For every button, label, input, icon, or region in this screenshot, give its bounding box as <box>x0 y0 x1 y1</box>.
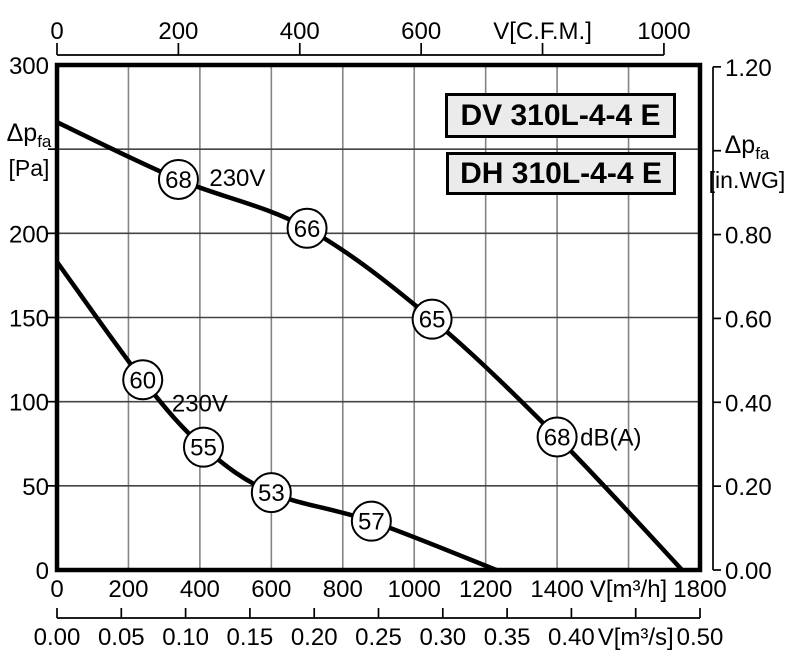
pa-tick-label: 200 <box>9 221 49 248</box>
m3s-tick-label: 0.40 <box>548 624 595 651</box>
model-label-dh: DH 310L-4-4 E <box>446 152 676 195</box>
noise-level-value: 53 <box>258 480 285 507</box>
inwg-tick-label: 0.00 <box>725 558 772 585</box>
noise-marker-circle <box>182 426 224 468</box>
m3h-tick-label: 1800 <box>673 576 726 603</box>
noise-level-value: 66 <box>294 216 321 243</box>
m3h-tick-label: 1200 <box>459 576 512 603</box>
noise-marker-circle <box>536 416 578 458</box>
inwg-tick-label: 0.60 <box>725 306 772 333</box>
noise-marker-circle <box>122 359 164 401</box>
m3s-tick-label: 0.05 <box>98 624 145 651</box>
pa-tick-label: 300 <box>9 53 49 80</box>
pa-tick-label: 150 <box>9 306 49 333</box>
m3h-tick-label: 0 <box>50 576 63 603</box>
right-inwg-axis: 1.20 0.80 0.60 0.40 0.20 0.00 <box>712 55 772 585</box>
m3h-tick-label: 800 <box>323 576 363 603</box>
noise-marker-circle <box>250 472 292 514</box>
top-axis-tick-label: 0 <box>50 18 63 45</box>
inwg-tick-label: 0.80 <box>725 223 772 250</box>
m3s-tick-label: 0.15 <box>227 624 274 651</box>
m3s-tick-label: V[m³/s] <box>598 624 674 651</box>
fan-curve <box>55 260 498 573</box>
left-axis-unit: [Pa] <box>8 155 50 181</box>
top-axis-tick-label: 400 <box>280 18 320 45</box>
m3s-tick-label: 0.50 <box>677 624 724 651</box>
m3s-tick-label: 0.10 <box>162 624 209 651</box>
noise-level-value: 57 <box>358 509 385 536</box>
top-axis-tick-label: 1000 <box>637 18 690 45</box>
noise-marker-circle <box>286 207 328 249</box>
curve-upper-230V: 230V 68 66 65 68 dB(A) <box>56 120 684 572</box>
pa-tick-label: 50 <box>22 474 49 501</box>
noise-level-value: 68 <box>165 167 192 194</box>
m3h-tick-label: 400 <box>180 576 220 603</box>
m3s-tick-label: 0.00 <box>34 624 81 651</box>
noise-level-value: 55 <box>190 435 217 462</box>
right-axis-quantity: Δpfa <box>724 131 770 163</box>
m3s-tick-label: 0.20 <box>291 624 338 651</box>
voltage-label: 230V <box>172 390 228 417</box>
noise-marker-circle <box>350 500 392 542</box>
gridlines <box>57 65 700 570</box>
inwg-tick-label: 0.20 <box>725 474 772 501</box>
bottom-m3s-axis: 0.00 0.05 0.10 0.15 0.20 0.25 0.30 0.35 0.40 V[m³… <box>34 608 724 651</box>
pa-tick-label: 100 <box>9 390 49 417</box>
right-axis-unit-label: Δpfa [in.WG] <box>708 132 786 193</box>
pa-tick-label: 0 <box>36 558 49 585</box>
m3h-tick-label: 1400 <box>530 576 583 603</box>
curve-lower-230V: 230V 60 55 53 57 <box>55 260 498 573</box>
right-axis-unit: [in.WG] <box>708 167 786 193</box>
bottom-m3h-axis: 0 200 400 600 800 1000 1200 1400 V[m³/h] 1800 <box>50 576 726 603</box>
noise-marker-circle <box>411 298 453 340</box>
noise-level-value: 60 <box>129 367 156 394</box>
noise-unit-label: dB(A) <box>580 425 641 452</box>
inwg-tick-label: 0.40 <box>725 390 772 417</box>
noise-level-value: 65 <box>419 307 446 334</box>
m3s-tick-label: 0.35 <box>484 624 531 651</box>
m3s-tick-label: 0.30 <box>419 624 466 651</box>
top-axis-tick-label: 600 <box>401 18 441 45</box>
noise-level-value: 68 <box>544 425 571 452</box>
top-cfm-axis: 0 200 400 600 V[C.F.M.] 1000 <box>50 18 691 56</box>
voltage-label: 230V <box>209 165 265 192</box>
m3s-tick-label: 0.25 <box>355 624 402 651</box>
m3h-tick-label: 600 <box>251 576 291 603</box>
m3h-tick-label: 1000 <box>388 576 441 603</box>
top-axis-tick-label: 200 <box>158 18 198 45</box>
top-axis-tick-label: V[C.F.M.] <box>493 18 592 45</box>
left-pa-axis: 300 200 150 100 50 0 <box>9 53 57 585</box>
m3h-tick-label: V[m³/h] <box>590 576 667 603</box>
inwg-tick-label: 1.20 <box>725 55 772 82</box>
model-label-dv: DV 310L-4-4 E <box>445 93 676 138</box>
m3h-tick-label: 200 <box>108 576 148 603</box>
left-axis-quantity: Δpfa <box>6 119 52 151</box>
noise-marker-circle <box>157 158 199 200</box>
left-axis-unit-label: Δpfa [Pa] <box>2 120 56 181</box>
